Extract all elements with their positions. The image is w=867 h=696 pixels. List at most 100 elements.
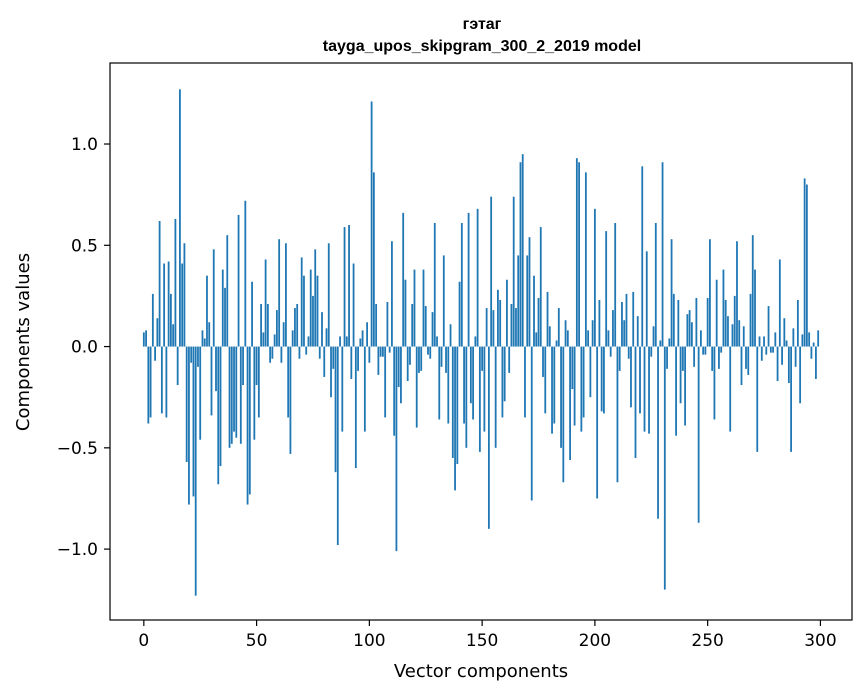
bar-114 — [400, 346, 402, 404]
bar-228 — [657, 346, 659, 519]
bar-290 — [796, 299, 799, 347]
bar-198 — [589, 346, 592, 398]
bar-227 — [654, 223, 657, 347]
bar-168 — [521, 154, 524, 347]
bar-215 — [627, 346, 630, 359]
bar-257 — [722, 269, 725, 347]
bar-293 — [803, 178, 806, 347]
bar-29 — [208, 322, 211, 347]
bar-210 — [616, 346, 619, 483]
bar-45 — [244, 200, 247, 347]
bar-94 — [354, 346, 357, 469]
bar-77 — [316, 275, 319, 347]
x-tick-label: 250 — [691, 631, 723, 651]
chart-subtitle: tayga_upos_skipgram_300_2_2019 model — [323, 38, 641, 55]
bar-58 — [273, 334, 276, 347]
bar-137 — [451, 346, 454, 458]
bar-260 — [729, 346, 732, 432]
bar-141 — [460, 223, 463, 347]
bar-119 — [411, 304, 414, 347]
bar-214 — [625, 293, 628, 347]
bar-55 — [266, 304, 269, 347]
bar-299 — [817, 330, 820, 347]
bar-206 — [607, 330, 610, 347]
bar-174 — [535, 332, 538, 347]
bar-62 — [282, 322, 285, 347]
bar-122 — [418, 346, 420, 373]
bar-80 — [323, 346, 326, 377]
bar-230 — [661, 162, 664, 347]
bar-256 — [720, 346, 723, 353]
bar-121 — [415, 346, 418, 428]
bar-47 — [248, 346, 251, 495]
bar-79 — [321, 312, 323, 347]
bar-76 — [314, 249, 317, 347]
bar-126 — [427, 346, 429, 355]
bar-264 — [738, 320, 741, 347]
bar-106 — [381, 346, 384, 357]
bar-8 — [160, 346, 163, 414]
bar-247 — [699, 330, 702, 347]
bar-31 — [212, 249, 215, 347]
bar-162 — [508, 346, 511, 373]
bar-127 — [429, 346, 432, 359]
x-axis: 0 50 100 150 200 250 300 — [138, 620, 837, 651]
bar-242 — [688, 310, 691, 347]
bar-52 — [260, 304, 262, 347]
bar-289 — [794, 346, 797, 367]
bar-271 — [754, 269, 756, 347]
bar-234 — [670, 239, 673, 347]
bar-185 — [560, 346, 562, 448]
bar-191 — [573, 346, 576, 426]
bar-280 — [774, 332, 777, 347]
bar-178 — [544, 346, 547, 414]
bar-73 — [307, 336, 310, 347]
bar-99 — [366, 322, 368, 347]
bar-286 — [787, 346, 790, 384]
bar-285 — [785, 340, 788, 347]
bar-5 — [154, 346, 156, 361]
y-tick-label: −0.5 — [57, 439, 98, 459]
bar-107 — [384, 346, 387, 418]
y-axis-label: Components values — [13, 253, 34, 431]
bar-284 — [783, 318, 786, 347]
bar-296 — [810, 346, 813, 359]
bar-268 — [747, 346, 750, 375]
bar-255 — [718, 346, 720, 369]
bar-105 — [379, 346, 382, 357]
bar-244 — [693, 346, 696, 367]
bar-18 — [183, 243, 186, 347]
bar-250 — [706, 297, 709, 347]
bar-49 — [253, 346, 256, 440]
bar-57 — [271, 346, 274, 359]
bar-177 — [542, 346, 544, 377]
bar-261 — [731, 324, 734, 347]
bar-2 — [147, 346, 150, 424]
bar-65 — [289, 346, 292, 454]
bar-287 — [790, 346, 792, 452]
bar-78 — [318, 346, 321, 359]
bar-265 — [740, 346, 743, 386]
bar-281 — [776, 346, 779, 381]
bar-37 — [226, 235, 229, 347]
bars-group — [142, 89, 820, 596]
bar-32 — [215, 346, 217, 392]
bar-258 — [724, 299, 727, 347]
bar-118 — [409, 346, 411, 365]
bar-274 — [760, 346, 763, 361]
bar-245 — [695, 297, 698, 347]
bar-36 — [224, 287, 226, 347]
bar-207 — [609, 346, 612, 357]
bar-26 — [201, 330, 204, 347]
bar-236 — [675, 346, 677, 436]
bar-251 — [709, 239, 711, 347]
bar-22 — [192, 346, 195, 497]
bar-104 — [377, 346, 380, 375]
bar-6 — [156, 318, 159, 347]
bar-16 — [179, 89, 181, 347]
bar-197 — [587, 330, 590, 347]
bar-225 — [650, 346, 653, 357]
bar-259 — [727, 316, 729, 347]
bar-243 — [690, 322, 693, 347]
x-axis-label: Vector components — [394, 661, 568, 682]
